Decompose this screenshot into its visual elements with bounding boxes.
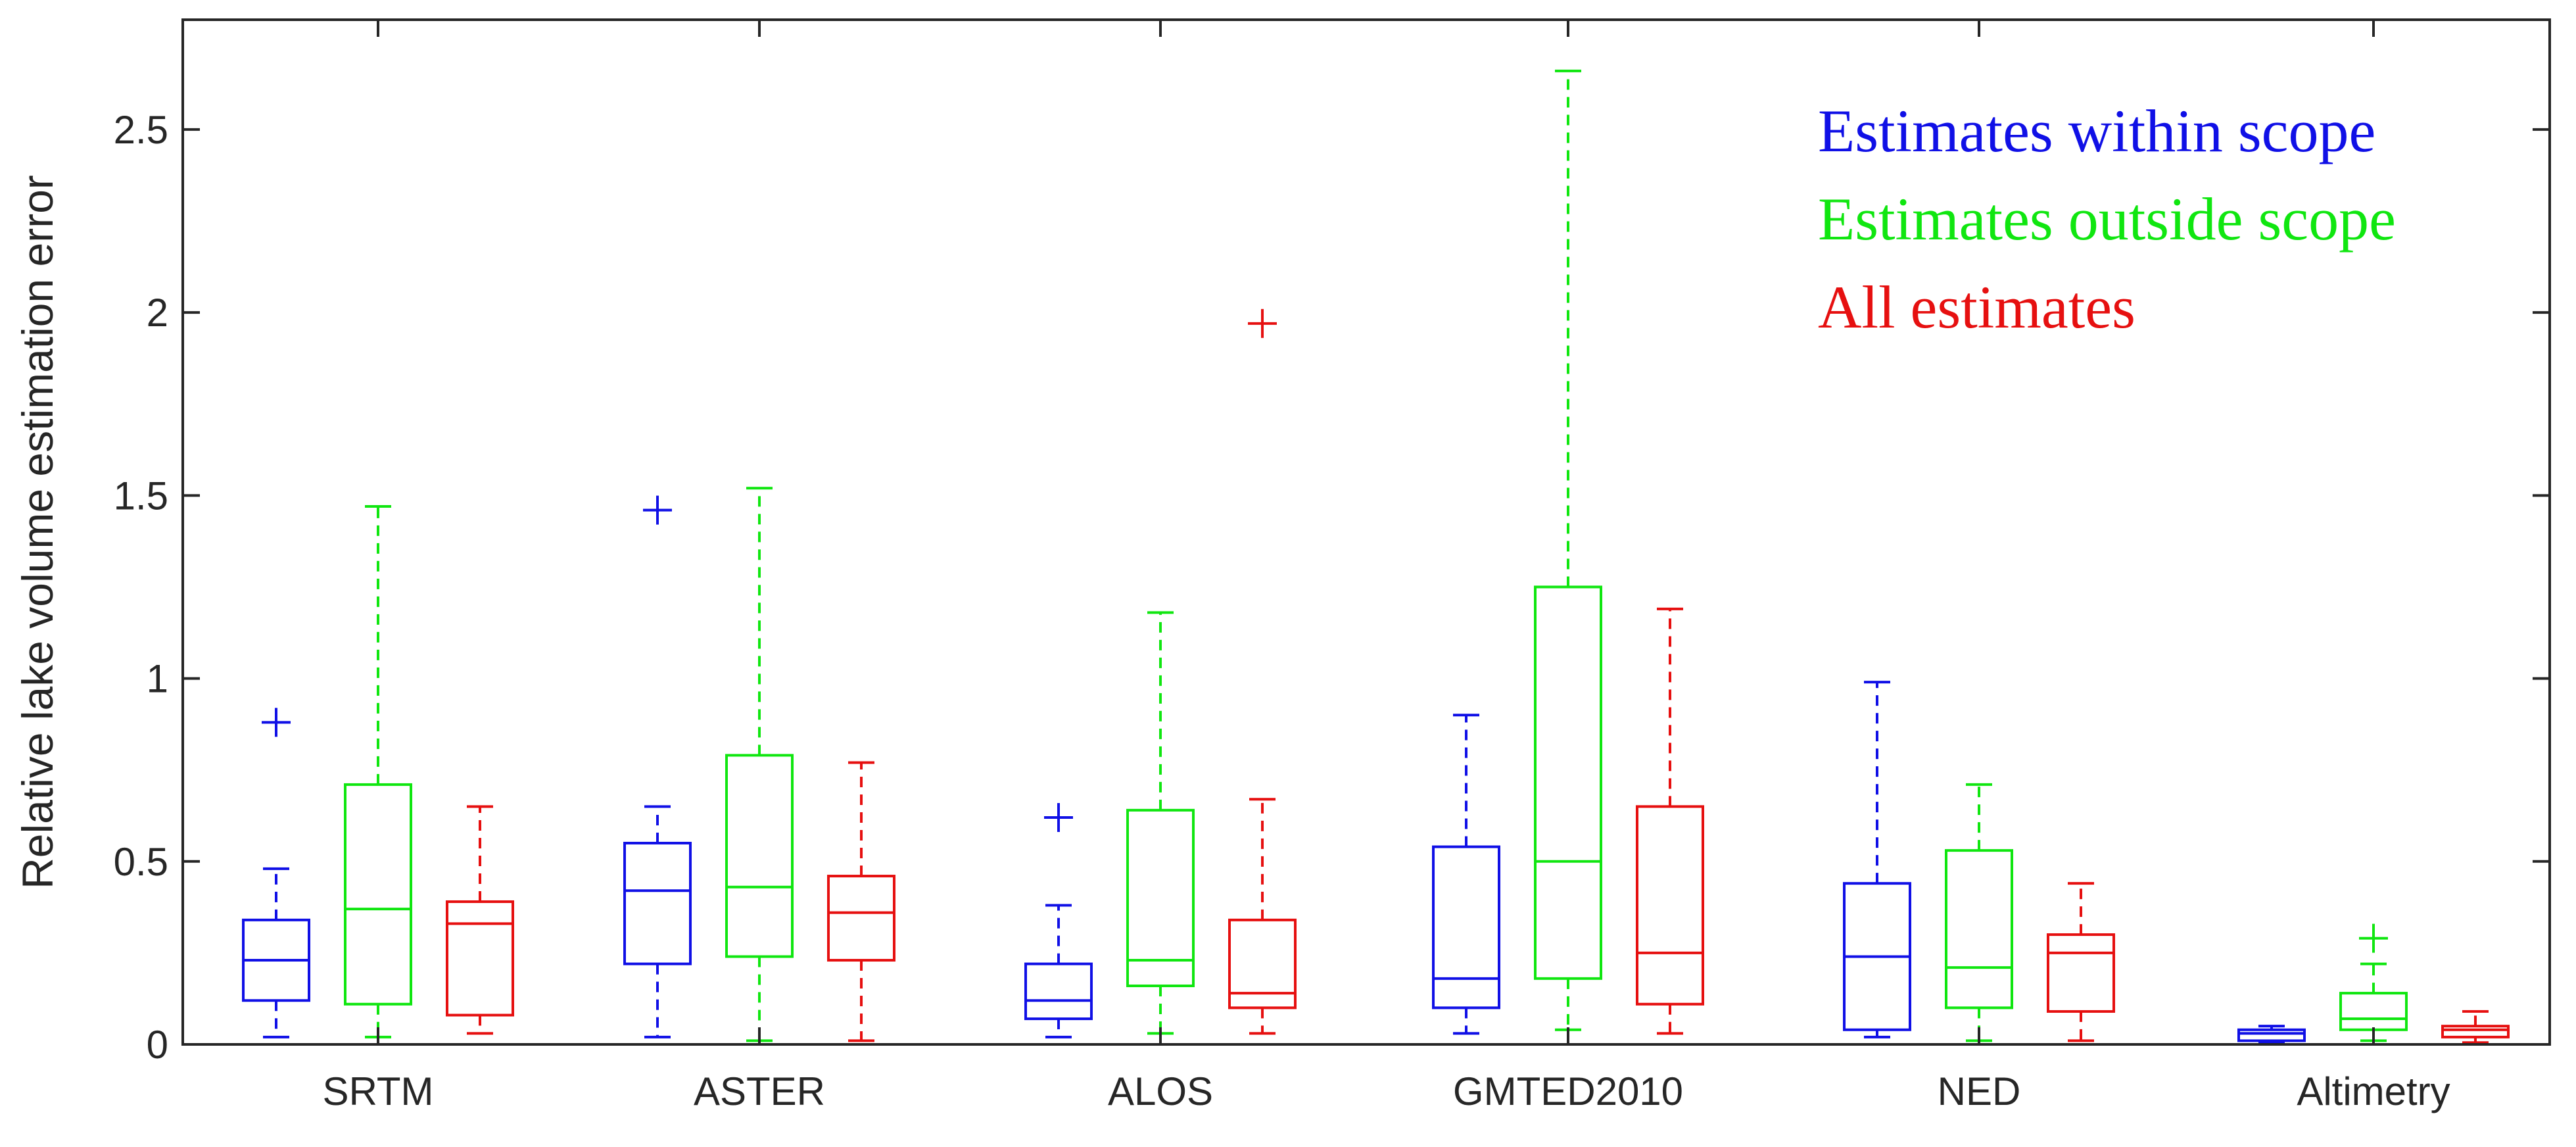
box-altimetry-series-1 — [2237, 1025, 2306, 1044]
iqr-box — [1228, 918, 1297, 1010]
iqr-box — [827, 875, 895, 962]
iqr-box — [623, 841, 692, 965]
x-tick-label: ASTER — [694, 1069, 825, 1113]
outlier-marker — [1044, 803, 1073, 833]
legend-entry-all-estimates: All estimates — [1818, 274, 2135, 341]
y-tick-label: 2.5 — [114, 108, 168, 152]
y-tick-label: 0 — [147, 1023, 168, 1067]
plot-area-background — [183, 20, 2550, 1044]
box-gmted2010-series-1 — [1432, 714, 1500, 1035]
legend: Estimates within scope Estimates outside… — [1818, 97, 2396, 341]
box-alos-series-2 — [1126, 611, 1195, 1035]
x-axis: SRTM ASTER ALOS GMTED2010 NED Altimetry — [323, 20, 2450, 1113]
box-gmted2010-series-2 — [1534, 69, 1602, 1031]
box-ned-series-2 — [1945, 783, 2013, 1042]
box-srtm-series-1 — [242, 708, 310, 1038]
box-srtm-series-3 — [446, 805, 514, 1035]
iqr-box — [2441, 1025, 2510, 1038]
y-tick-label: 1.5 — [114, 474, 168, 518]
iqr-box — [1126, 808, 1195, 987]
box-aster-series-1 — [623, 495, 692, 1038]
outlier-marker — [262, 708, 291, 737]
iqr-box — [344, 783, 412, 1006]
iqr-box — [1534, 585, 1602, 980]
legend-entry-outside-scope: Estimates outside scope — [1818, 185, 2396, 253]
box-gmted2010-series-3 — [1636, 607, 1704, 1035]
iqr-box — [446, 900, 514, 1017]
x-tick-label: ALOS — [1108, 1069, 1213, 1113]
outlier-marker — [1248, 308, 1277, 338]
x-tick-label: NED — [1938, 1069, 2021, 1113]
x-tick-label: Altimetry — [2297, 1069, 2450, 1113]
box-altimetry-series-3 — [2441, 1010, 2510, 1044]
iqr-box — [2047, 933, 2115, 1013]
iqr-box — [2237, 1028, 2306, 1042]
box-srtm-series-2 — [344, 505, 412, 1038]
y-tick-label: 1 — [147, 657, 168, 701]
y-axis: 0 0.5 1 1.5 2 2.5 — [114, 108, 2550, 1067]
iqr-box — [725, 754, 794, 958]
iqr-box — [1636, 805, 1704, 1006]
box-aster-series-3 — [827, 761, 895, 1042]
outlier-marker — [643, 495, 672, 525]
box-aster-series-2 — [725, 487, 794, 1042]
y-tick-label: 2 — [147, 291, 168, 335]
boxes-group — [242, 69, 2510, 1044]
iqr-box — [1432, 845, 1500, 1010]
iqr-box — [1024, 962, 1093, 1021]
legend-entry-within-scope: Estimates within scope — [1818, 97, 2375, 164]
box-ned-series-1 — [1843, 681, 1911, 1038]
box-alos-series-3 — [1228, 308, 1297, 1035]
y-axis-label: Relative lake volume estimation error — [13, 175, 62, 889]
iqr-box — [1945, 849, 2013, 1010]
x-tick-label: SRTM — [323, 1069, 434, 1113]
y-tick-label: 0.5 — [114, 840, 168, 884]
plot-frame — [181, 18, 2551, 1046]
box-alos-series-1 — [1024, 803, 1093, 1038]
x-tick-label: GMTED2010 — [1453, 1069, 1683, 1113]
box-ned-series-3 — [2047, 882, 2115, 1042]
outlier-marker — [2359, 923, 2388, 953]
